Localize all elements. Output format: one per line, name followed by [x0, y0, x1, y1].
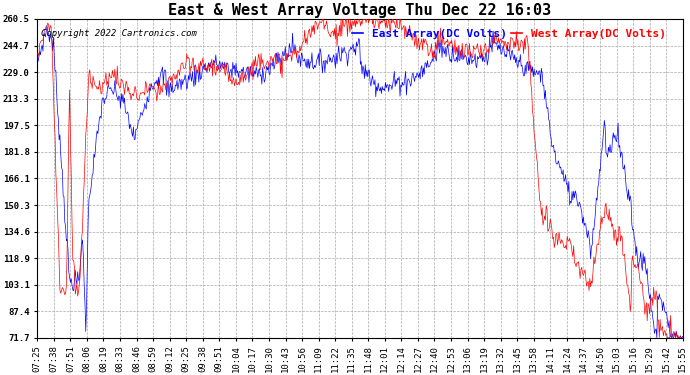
- Text: Copyright 2022 Cartronics.com: Copyright 2022 Cartronics.com: [41, 28, 197, 38]
- Title: East & West Array Voltage Thu Dec 22 16:03: East & West Array Voltage Thu Dec 22 16:…: [168, 3, 551, 18]
- Legend: East Array(DC Volts), West Array(DC Volts): East Array(DC Volts), West Array(DC Volt…: [347, 24, 671, 44]
